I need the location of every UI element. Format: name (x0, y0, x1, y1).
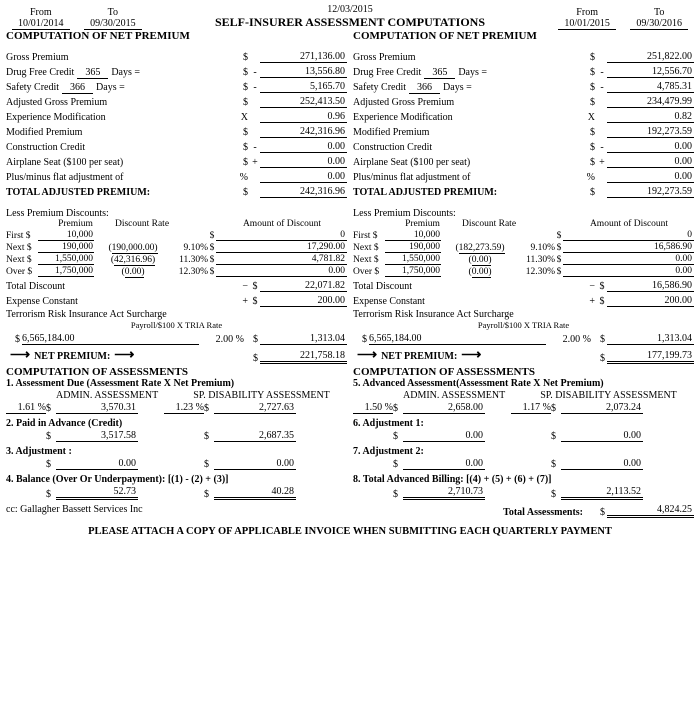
footer-note: PLEASE ATTACH A COPY OF APPLICABLE INVOI… (6, 526, 694, 537)
main-title: SELF-INSURER ASSESSMENT COMPUTATIONS (215, 15, 485, 30)
l-totdisc: 22,071.82 (260, 280, 347, 292)
r-gross: 251,822.00 (607, 51, 694, 63)
cc-line: cc: Gallagher Bassett Services Inc (6, 504, 347, 515)
right-to: 09/30/2016 (630, 18, 688, 30)
l-safe: 5,165.70 (260, 81, 347, 93)
to-label: To (84, 7, 142, 18)
left-col: COMPUTATION OF NET PREMIUM Gross Premium… (6, 30, 347, 520)
total-assessments: 4,824.25 (607, 504, 694, 518)
l-adjgross: 252,413.50 (260, 96, 347, 108)
l-netprem: 221,758.18 (260, 350, 347, 364)
l-gross: 271,136.00 (260, 51, 347, 63)
l-totadj: 242,316.96 (260, 186, 347, 198)
left-to: 09/30/2015 (84, 18, 142, 30)
section-title-l: COMPUTATION OF NET PREMIUM (6, 30, 347, 42)
top-bar: From10/01/2014 To09/30/2015 12/03/2015 S… (6, 4, 694, 30)
l-drug: 13,556.80 (260, 66, 347, 78)
r-netprem: 177,199.73 (607, 350, 694, 364)
left-from: 10/01/2014 (12, 18, 70, 30)
l-expmod: 0.96 (260, 111, 347, 123)
right-from: 10/01/2015 (558, 18, 616, 30)
l-modprem: 242,316.96 (260, 126, 347, 138)
doc-date: 12/03/2015 (215, 4, 485, 15)
from-label: From (12, 7, 70, 18)
right-col: COMPUTATION OF NET PREMIUM Gross Premium… (353, 30, 694, 520)
